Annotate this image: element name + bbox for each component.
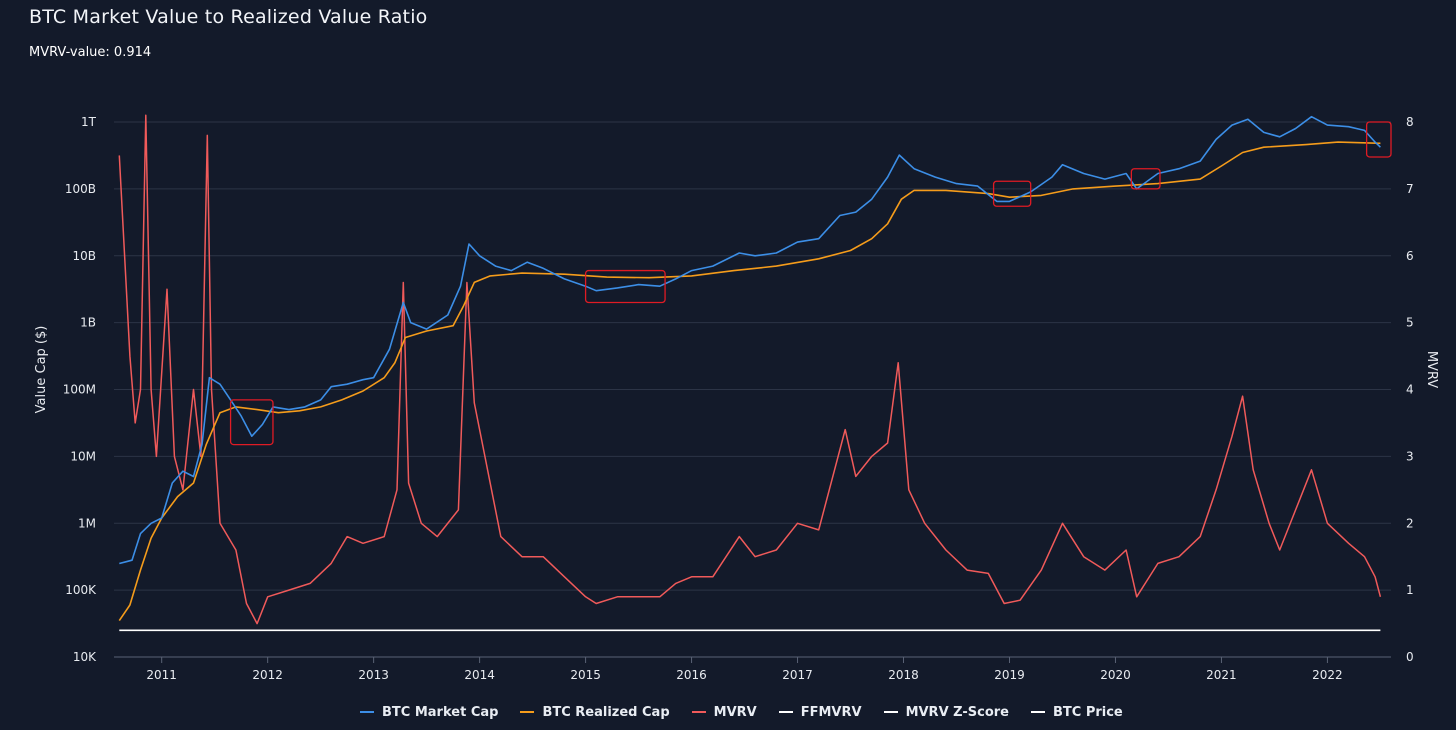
mvrv-value-readout: MVRV-value: 0.914 (29, 45, 152, 60)
chart-title: BTC Market Value to Realized Value Ratio (29, 6, 428, 28)
y-right-tick-label: 4 (1406, 383, 1414, 397)
highlight-box (584, 269, 666, 304)
x-tick-label: 2022 (1312, 668, 1343, 682)
legend-swatch (883, 711, 898, 713)
y-left-tick-label: 100M (63, 383, 96, 397)
legend-label: FFMVRV (800, 704, 862, 720)
y-right-axis-title: MVRV (1424, 351, 1439, 388)
y-right-tick-label: 1 (1406, 583, 1414, 597)
legend-item[interactable]: MVRV Z-Score (883, 704, 1009, 720)
x-tick-label: 2020 (1100, 668, 1131, 682)
y-right-tick-label: 8 (1406, 115, 1414, 129)
x-tick-label: 2016 (676, 668, 707, 682)
x-tick-label: 2013 (358, 668, 389, 682)
x-tick-label: 2012 (252, 668, 283, 682)
x-tick-label: 2014 (464, 668, 495, 682)
y-left-tick-label: 10B (72, 249, 96, 263)
legend-label: BTC Realized Cap (542, 704, 670, 720)
legend-swatch (1030, 711, 1045, 713)
y-left-tick-label: 1M (78, 516, 96, 530)
y-right-tick-label: 5 (1406, 316, 1414, 330)
y-right-tick-label: 3 (1406, 449, 1414, 463)
highlight-box (992, 180, 1032, 207)
y-left-tick-label: 100K (65, 583, 97, 597)
highlight-box (229, 399, 274, 446)
legend-label: MVRV Z-Score (905, 704, 1009, 720)
x-tick-label: 2011 (146, 668, 177, 682)
y-left-tick-label: 10K (73, 650, 97, 664)
legend-swatch (520, 711, 535, 713)
legend-item[interactable]: BTC Price (1030, 704, 1123, 720)
realized-cap-line (118, 141, 1381, 622)
x-tick-label: 2021 (1206, 668, 1237, 682)
legend-item[interactable]: MVRV (691, 704, 757, 720)
market-cap-line (119, 115, 1381, 565)
y-right-tick-label: 6 (1406, 249, 1414, 263)
y-left-tick-label: 100B (65, 182, 96, 196)
highlight-box (1130, 168, 1161, 190)
chart-legend: BTC Market Cap BTC Realized Cap MVRV FFMVRV… (360, 703, 1123, 721)
x-tick-label: 2017 (782, 668, 813, 682)
highlight-box (1365, 121, 1392, 158)
y-right-tick-label: 0 (1406, 650, 1414, 664)
x-tick-label: 2015 (570, 668, 601, 682)
legend-swatch (691, 711, 706, 713)
x-tick-label: 2018 (888, 668, 919, 682)
legend-item[interactable]: FFMVRV (778, 704, 862, 720)
mvrv-line (118, 114, 1382, 625)
y-left-tick-label: 1B (80, 316, 96, 330)
legend-label: BTC Market Cap (382, 704, 499, 720)
legend-item[interactable]: BTC Market Cap (360, 705, 498, 720)
y-right-tick-label: 7 (1406, 182, 1414, 196)
legend-swatch (360, 711, 374, 713)
y-left-axis-title: Value Cap ($) (34, 326, 49, 414)
legend-swatch (778, 711, 793, 713)
x-tick-label: 2019 (994, 668, 1025, 682)
y-right-tick-label: 2 (1406, 516, 1414, 530)
legend-label: BTC Price (1052, 704, 1123, 720)
y-left-tick-label: 10M (70, 449, 96, 463)
legend-label: MVRV (713, 704, 757, 720)
mvrv-chart: 10K 100K 1M 10M 100M 1B 10B 100B 1T 0 1 2 3 4 5 6 7 8 2011… (34, 114, 1439, 682)
legend-item[interactable]: BTC Realized Cap (520, 704, 670, 720)
y-left-tick-label: 1T (81, 115, 97, 129)
